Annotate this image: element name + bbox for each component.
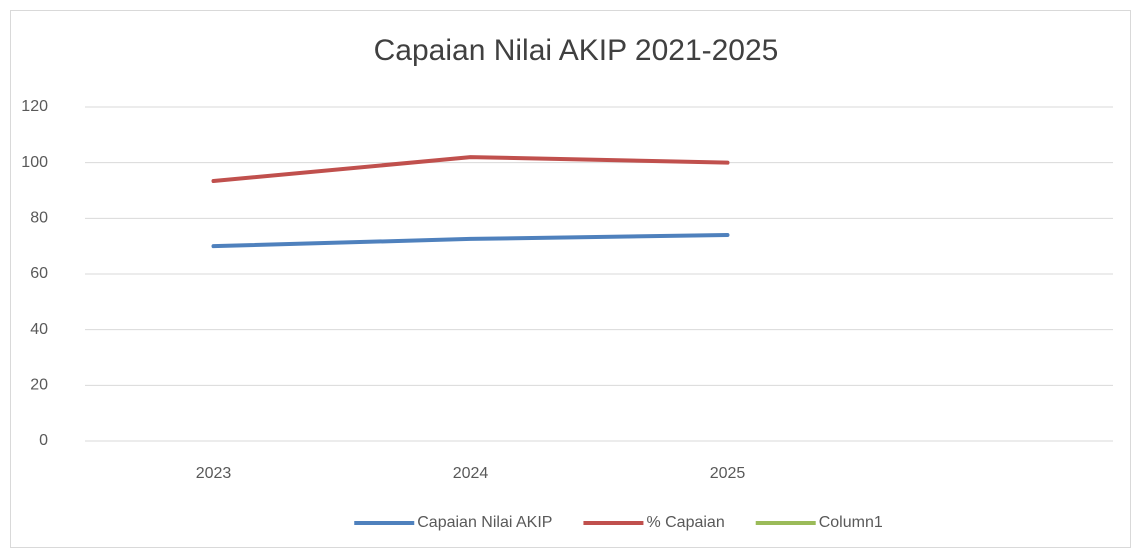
legend-label: Capaian Nilai AKIP [417, 514, 552, 531]
chart-title: Capaian Nilai AKIP 2021-2025 [374, 34, 779, 67]
x-tick-label: 2025 [710, 465, 746, 482]
legend-label: % Capaian [646, 514, 724, 531]
x-tick-label: 2024 [453, 465, 489, 482]
y-tick-label: 0 [39, 432, 48, 449]
y-tick-label: 40 [30, 321, 48, 338]
y-tick-label: 20 [30, 377, 48, 394]
y-tick-label: 120 [21, 98, 48, 115]
y-tick-label: 100 [21, 154, 48, 171]
series-line [211, 155, 730, 184]
series-line [211, 233, 730, 249]
x-tick-label: 2023 [196, 465, 232, 482]
y-tick-label: 60 [30, 265, 48, 282]
y-tick-label: 80 [30, 210, 48, 227]
legend-label: Column1 [819, 514, 883, 531]
chart-border [10, 10, 1131, 548]
